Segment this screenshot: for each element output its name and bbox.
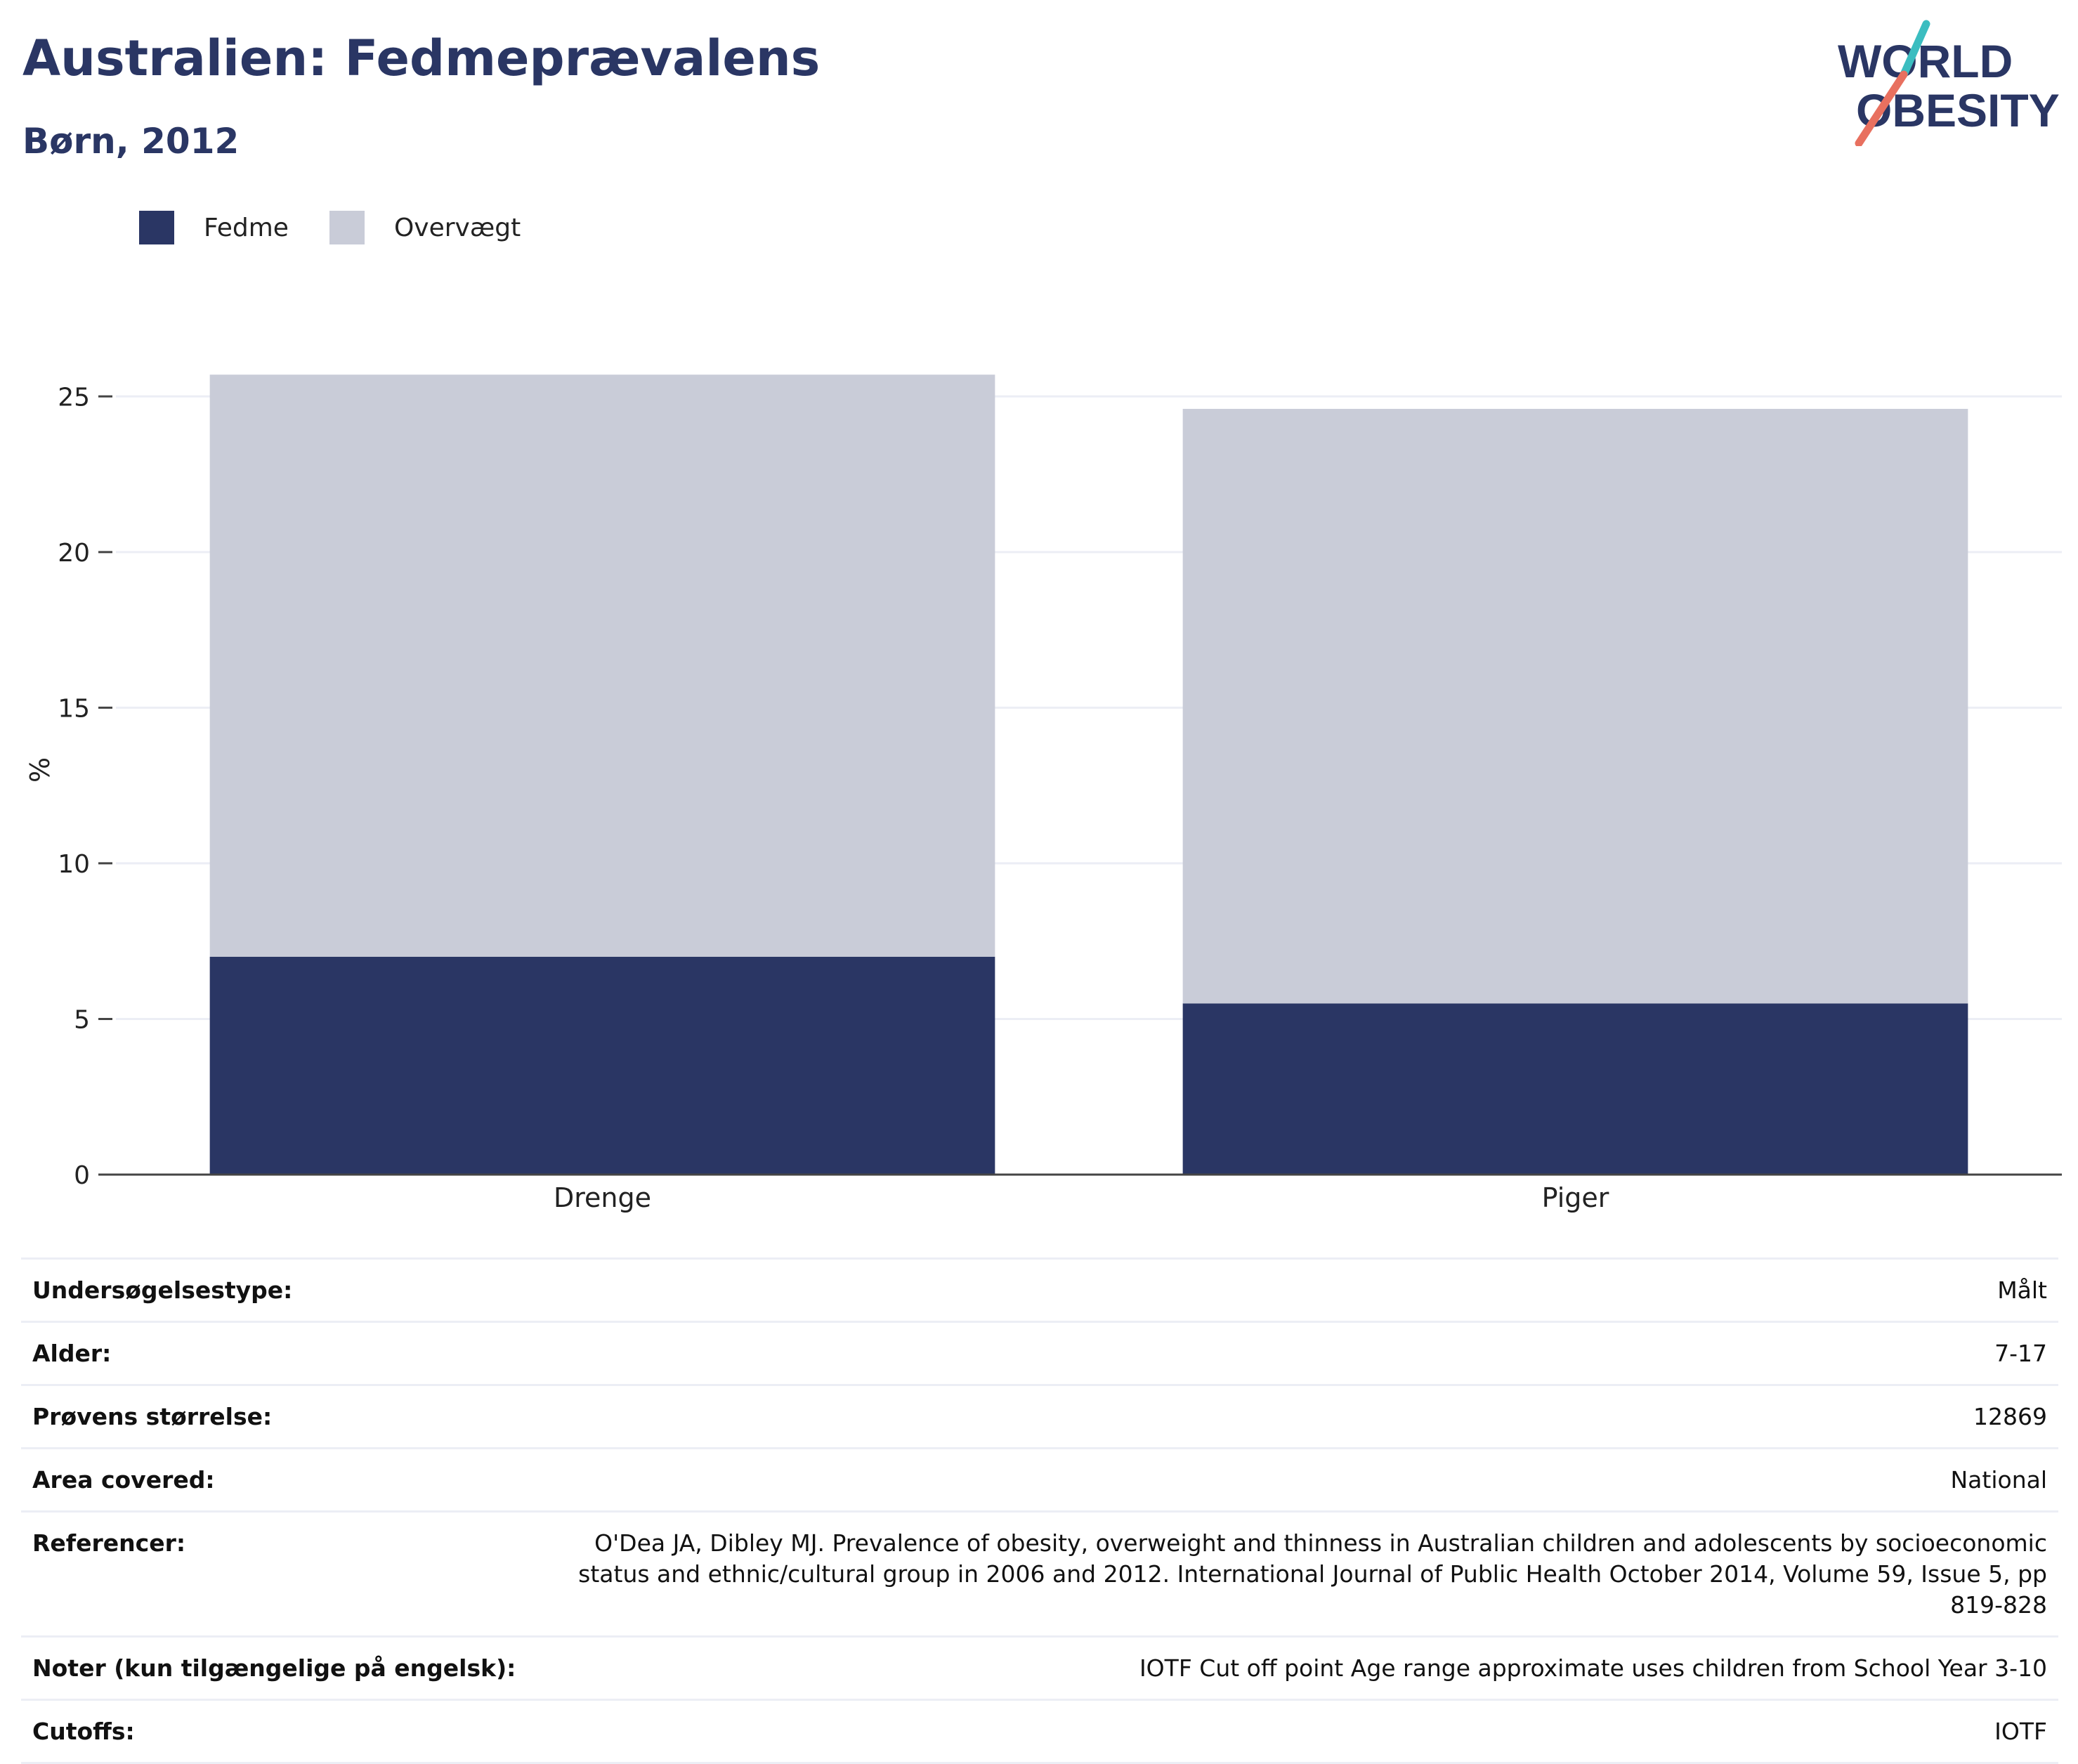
detail-key: Referencer: [32,1529,186,1557]
x-tick-label: Drenge [554,1182,651,1213]
detail-key: Prøvens størrelse: [32,1403,273,1430]
detail-row: Referencer: O'Dea JA, Dibley MJ. Prevalen… [21,1511,2058,1637]
detail-value: 12869 [1973,1403,2047,1430]
detail-value: National [1950,1466,2047,1494]
detail-value: Målt [1997,1276,2047,1304]
bar-piger-overvgt[interactable] [1182,409,1968,1004]
detail-row: Prøvens størrelse: 12869 [21,1385,2058,1449]
bar-piger-fedme[interactable] [1182,1003,1968,1175]
detail-value: IOTF [1994,1718,2047,1745]
detail-value: O'Dea JA, Dibley MJ. Prevalence of obesi… [578,1529,2047,1619]
y-tick-label: 20 [58,539,90,568]
detail-key: Cutoffs: [32,1718,135,1745]
legend-label-fedme: Fedme [204,213,289,242]
bar-drenge-fedme[interactable] [209,956,995,1175]
bar-drenge-overvgt[interactable] [209,374,995,957]
y-tick-label: 0 [74,1161,90,1190]
detail-value: 7-17 [1994,1340,2047,1367]
survey-details-table: Undersøgelsestype: Målt Alder: 7-17 Prøvens … [21,1257,2058,1764]
y-tick-label: 10 [58,850,90,879]
y-tick-labels: 0 5 10 15 20 25 [58,383,112,1190]
logo-slash-top [1900,20,1930,79]
chart-legend: Fedme Overvægt [139,209,561,246]
stacked-bar-chart: 0 5 10 15 20 25 Drenge Piger % [25,374,2062,1213]
detail-row: Cutoffs: IOTF [21,1699,2058,1763]
detail-key: Area covered: [32,1466,215,1494]
legend-label-overvaegt: Overvægt [393,213,521,242]
y-tick-label: 15 [58,694,90,723]
detail-key: Undersøgelsestype: [32,1276,293,1304]
detail-key: Alder: [32,1340,112,1367]
logo-text-obesity: OBESITY [1856,84,2060,136]
detail-value: IOTF Cut off point Age range approximate… [1139,1654,2047,1682]
legend-item-overvaegt[interactable]: Overvægt [329,211,521,244]
detail-row: Area covered: National [21,1448,2058,1512]
x-tick-label: Piger [1542,1182,1609,1213]
y-tick-label: 25 [58,383,90,412]
detail-row: Alder: 7-17 [21,1321,2058,1385]
detail-row: Undersøgelsestype: Målt [21,1258,2058,1322]
detail-key: Noter (kun tilgængelige på engelsk): [32,1654,516,1682]
y-tick-label: 5 [74,1005,90,1034]
y-axis-label: % [25,757,55,783]
legend-item-fedme[interactable]: Fedme [139,211,289,244]
legend-swatch-fedme [139,211,174,244]
page-subtitle: Børn, 2012 [22,121,240,162]
legend-swatch-overvaegt [329,211,365,244]
page-title: Australien: Fedmeprævalens [22,30,821,87]
detail-row: Noter (kun tilgængelige på engelsk): IOTF… [21,1636,2058,1700]
logo-text-world: WORLD [1838,35,2013,87]
logo-slash-bottom [1855,70,1908,146]
bars [209,374,1968,1175]
x-tick-labels: Drenge Piger [554,1182,1609,1213]
world-obesity-logo: WORLD OBESITY [1838,20,2060,146]
